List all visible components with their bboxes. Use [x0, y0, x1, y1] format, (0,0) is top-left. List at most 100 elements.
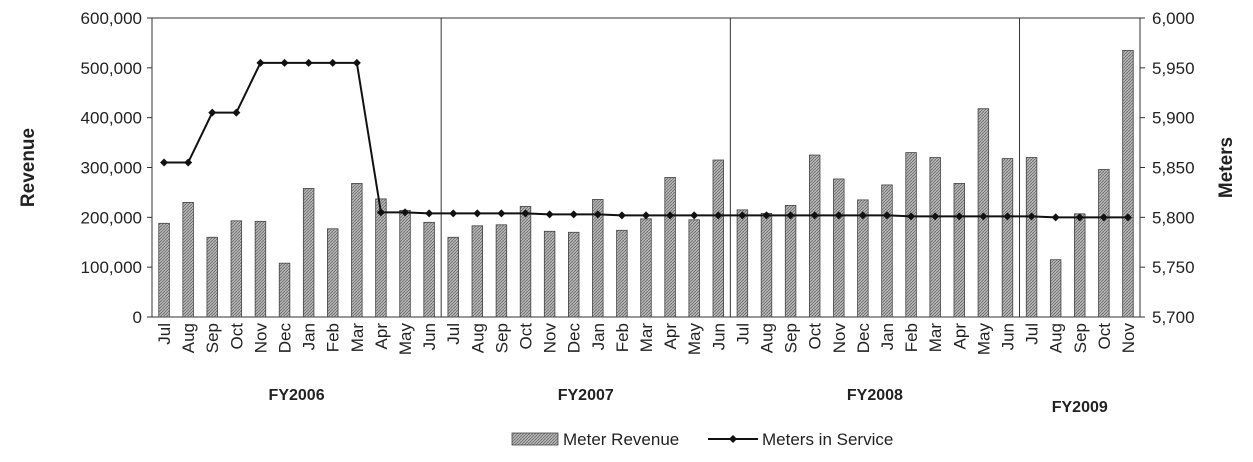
month-label: Feb [613, 323, 632, 352]
meters-in-service-marker [449, 209, 458, 218]
revenue-bar [592, 198, 604, 318]
month-label: Apr [950, 323, 969, 350]
meters-in-service-marker [882, 211, 891, 220]
meters-in-service-marker [858, 211, 867, 220]
revenue-bar [230, 220, 243, 318]
revenue-bar [1098, 169, 1110, 318]
meters-in-service-marker [376, 208, 385, 217]
right-axis-tick-label: 5,750 [1152, 258, 1195, 277]
revenue-bar [616, 229, 628, 318]
month-label: Apr [661, 323, 680, 350]
month-label: Nov [1119, 323, 1138, 354]
meters-in-service-marker [497, 209, 506, 218]
right-axis-tick-label: 5,700 [1152, 308, 1195, 327]
meters-in-service-marker [714, 211, 723, 220]
revenue-bar [568, 231, 580, 318]
month-label: Apr [372, 323, 391, 350]
right-axis-tick-label: 5,950 [1152, 59, 1195, 78]
month-label: Nov [251, 323, 270, 354]
revenue-bar [808, 154, 821, 318]
meters-in-service-marker [473, 209, 482, 218]
month-label: Aug [757, 323, 776, 353]
left-axis-tick-label: 400,000 [81, 109, 142, 128]
month-label: Oct [227, 323, 246, 350]
left-axis-tick-label: 500,000 [81, 59, 142, 78]
revenue-bar [905, 152, 917, 318]
meters-in-service-marker [1027, 212, 1036, 221]
month-label: Jan [878, 323, 897, 350]
meters-in-service-marker [955, 212, 964, 221]
revenue-bar [736, 209, 749, 318]
month-label: Sep [203, 323, 222, 353]
revenue-bar [929, 157, 941, 318]
month-label: Aug [1047, 323, 1066, 353]
month-label: Sep [782, 323, 801, 353]
meters-in-service-marker [1099, 213, 1108, 222]
month-label: Jul [1023, 323, 1042, 345]
meters-in-service-marker [1075, 213, 1084, 222]
meters-in-service-marker [1051, 213, 1060, 222]
meters-in-service-marker [617, 211, 626, 220]
meters-in-service-marker [786, 211, 795, 220]
revenue-bar [423, 221, 435, 318]
month-label: Jun [998, 323, 1017, 350]
meters-in-service-marker [666, 211, 675, 220]
month-label: Mar [348, 323, 367, 353]
right-axis-tick-label: 5,900 [1152, 109, 1195, 128]
month-label: Oct [806, 323, 825, 350]
meters-in-service-marker [521, 209, 530, 218]
meters-in-service-marker [834, 211, 843, 220]
revenue-bar [327, 228, 339, 318]
month-label: May [396, 323, 415, 356]
meters-in-service-marker [304, 58, 313, 67]
revenue-bar [471, 225, 484, 318]
month-label: Jul [444, 323, 463, 345]
left-axis-tick-label: 100,000 [81, 258, 142, 277]
right-axis-tick-label: 6,000 [1152, 9, 1195, 28]
meters-in-service-marker [184, 158, 193, 167]
right-axis-tick-label: 5,800 [1152, 208, 1195, 227]
revenue-bar [399, 209, 411, 318]
month-label: Mar [637, 323, 656, 353]
revenue-bar [953, 183, 965, 318]
month-label: Jan [589, 323, 608, 350]
month-label: Sep [492, 323, 511, 353]
revenue-bar [1049, 259, 1062, 318]
revenue-bar [278, 262, 291, 318]
revenue-bar [1074, 213, 1086, 318]
legend-label-meter-revenue: Meter Revenue [563, 430, 679, 449]
fiscal-year-label: FY2008 [847, 387, 903, 404]
revenue-bar [351, 183, 363, 318]
meters-in-service-marker [1123, 213, 1132, 222]
left-axis-tick-label: 600,000 [81, 9, 142, 28]
month-label: Feb [324, 323, 343, 352]
revenue-bar [712, 159, 724, 318]
revenue-bar [688, 219, 700, 318]
revenue-bar [158, 222, 170, 318]
month-label: Nov [541, 323, 560, 354]
month-label: Jul [733, 323, 752, 345]
left-axis-tick-label: 0 [133, 308, 142, 327]
month-label: Oct [1095, 323, 1114, 350]
revenue-bar [375, 198, 387, 318]
revenue-bar [254, 220, 267, 318]
revenue-bar [519, 205, 532, 318]
revenue-bar [833, 178, 845, 318]
revenue-bar [784, 204, 797, 318]
left-axis-tick-label: 200,000 [81, 208, 142, 227]
right-axis-title: Meters [1216, 137, 1237, 198]
legend-label-meters-in-service: Meters in Service [762, 430, 893, 449]
month-label: Oct [517, 323, 536, 350]
legend-swatch-meter-revenue [511, 432, 559, 446]
fiscal-year-label: FY2009 [1052, 399, 1108, 416]
revenue-bar [664, 177, 676, 318]
revenue-bar [447, 236, 459, 318]
fiscal-year-label: FY2007 [558, 387, 614, 404]
revenue-bar [1001, 158, 1014, 318]
month-label: May [685, 323, 704, 356]
meters-in-service-marker [208, 108, 217, 117]
meters-in-service-marker [545, 210, 554, 219]
revenue-bar [1122, 49, 1134, 318]
meters-in-service-marker [738, 211, 747, 220]
